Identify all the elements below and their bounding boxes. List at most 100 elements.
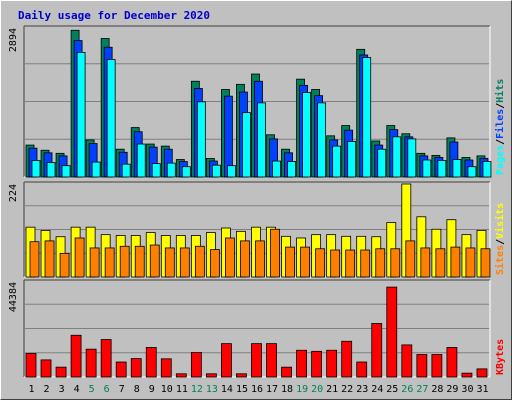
x-tick-label: 29 bbox=[446, 384, 458, 395]
bar-sites bbox=[240, 240, 250, 278]
legend-separator: / bbox=[495, 239, 506, 245]
bar-kbytes bbox=[130, 358, 142, 378]
bar-sites bbox=[375, 248, 386, 278]
bar-pages bbox=[242, 112, 251, 178]
x-tick-label: 26 bbox=[401, 384, 413, 395]
legend-separator: / bbox=[495, 139, 506, 145]
bar-pages bbox=[31, 160, 41, 178]
bar-sites bbox=[315, 248, 326, 278]
bar-pages bbox=[452, 159, 462, 178]
x-tick-label: 19 bbox=[296, 384, 308, 395]
x-tick-label: 12 bbox=[191, 384, 203, 395]
bar-kbytes bbox=[461, 372, 473, 378]
bar-sites bbox=[465, 247, 476, 278]
bar-pages bbox=[181, 166, 191, 178]
bar-pages bbox=[196, 101, 206, 178]
y-tick-label: 2894 bbox=[8, 28, 19, 52]
bar-pages bbox=[407, 138, 417, 178]
bar-sites bbox=[480, 248, 491, 278]
x-tick-label: 30 bbox=[461, 384, 473, 395]
bar-sites bbox=[390, 248, 401, 278]
bar-sites bbox=[29, 241, 40, 278]
bar-sites bbox=[194, 245, 205, 278]
x-tick-label: 31 bbox=[476, 384, 488, 395]
x-tick-label: 3 bbox=[59, 384, 65, 395]
legend-visits: Visits bbox=[494, 203, 506, 239]
x-tick-label: 25 bbox=[386, 384, 398, 395]
x-tick-label: 16 bbox=[251, 384, 263, 395]
bar-pages bbox=[227, 165, 236, 178]
x-tick-label: 14 bbox=[221, 384, 233, 395]
x-tick-label: 13 bbox=[206, 384, 218, 395]
bar-sites bbox=[225, 237, 235, 278]
legend-visits-sites: Sites/Visits bbox=[494, 203, 506, 275]
bar-kbytes bbox=[326, 349, 338, 378]
legend-pages: Pages bbox=[495, 145, 506, 175]
bar-kbytes bbox=[296, 349, 307, 378]
legend-hits: Hits bbox=[494, 79, 506, 103]
bar-pages bbox=[211, 164, 221, 178]
bar-sites bbox=[89, 247, 100, 278]
bar-pages bbox=[347, 141, 357, 178]
bar-kbytes bbox=[55, 366, 67, 378]
bar-kbytes bbox=[190, 351, 202, 378]
x-tick-label: 21 bbox=[326, 384, 338, 395]
x-tick-label: 2 bbox=[44, 384, 50, 395]
legend-kbytes: KBytes bbox=[495, 339, 506, 375]
bar-sites bbox=[209, 249, 220, 278]
bar-sites bbox=[345, 249, 356, 278]
bar-kbytes bbox=[70, 334, 82, 378]
bar-pages bbox=[257, 102, 266, 178]
bar-pages bbox=[422, 159, 432, 178]
bar-kbytes bbox=[236, 373, 247, 378]
x-tick-label: 6 bbox=[104, 384, 110, 395]
legend-separator: / bbox=[495, 103, 506, 109]
bar-kbytes bbox=[311, 350, 323, 378]
x-tick-label: 15 bbox=[236, 384, 248, 395]
bar-pages bbox=[91, 161, 101, 178]
x-tick-label: 7 bbox=[119, 384, 125, 395]
bar-sites bbox=[104, 247, 115, 278]
x-tick-label: 17 bbox=[266, 384, 278, 395]
bar-sites bbox=[285, 246, 295, 278]
bar-kbytes bbox=[341, 340, 353, 378]
x-tick-label: 24 bbox=[371, 384, 383, 395]
bar-pages bbox=[166, 162, 176, 178]
bar-kbytes bbox=[115, 361, 127, 378]
bar-sites bbox=[270, 228, 280, 278]
bar-sites bbox=[405, 240, 416, 278]
bar-pages bbox=[136, 143, 146, 178]
legend-hits-files-pages: Pages/Files/Hits bbox=[494, 79, 506, 175]
bar-kbytes bbox=[40, 359, 52, 378]
x-tick-label: 23 bbox=[356, 384, 368, 395]
bar-pages bbox=[362, 57, 372, 178]
bar-pages bbox=[377, 148, 387, 178]
bar-sites bbox=[360, 249, 371, 278]
x-tick-label: 18 bbox=[281, 384, 293, 395]
bar-pages bbox=[302, 92, 311, 178]
bar-pages bbox=[287, 161, 296, 178]
bar-sites bbox=[59, 252, 70, 278]
bar-kbytes bbox=[401, 344, 413, 378]
bar-kbytes bbox=[266, 343, 277, 378]
x-tick-label: 4 bbox=[74, 384, 80, 395]
bar-sites bbox=[420, 247, 431, 278]
y-tick-label: 44384 bbox=[8, 282, 19, 312]
bar-kbytes bbox=[356, 361, 368, 378]
bar-sites bbox=[255, 240, 265, 278]
bar-kbytes bbox=[416, 354, 428, 378]
bar-pages bbox=[151, 163, 161, 178]
bar-pages bbox=[482, 161, 492, 178]
bar-sites bbox=[44, 240, 55, 278]
bar-pages bbox=[76, 52, 86, 178]
bar-pages bbox=[61, 165, 71, 178]
bar-sites bbox=[119, 245, 130, 278]
x-tick-label: 1 bbox=[29, 384, 35, 395]
bar-kbytes bbox=[431, 354, 443, 378]
bar-kbytes bbox=[160, 358, 172, 378]
bar-kbytes bbox=[145, 347, 157, 378]
bar-sites bbox=[179, 247, 190, 278]
bar-pages bbox=[106, 59, 116, 178]
bar-pages bbox=[437, 160, 447, 178]
bar-kbytes bbox=[205, 373, 217, 378]
